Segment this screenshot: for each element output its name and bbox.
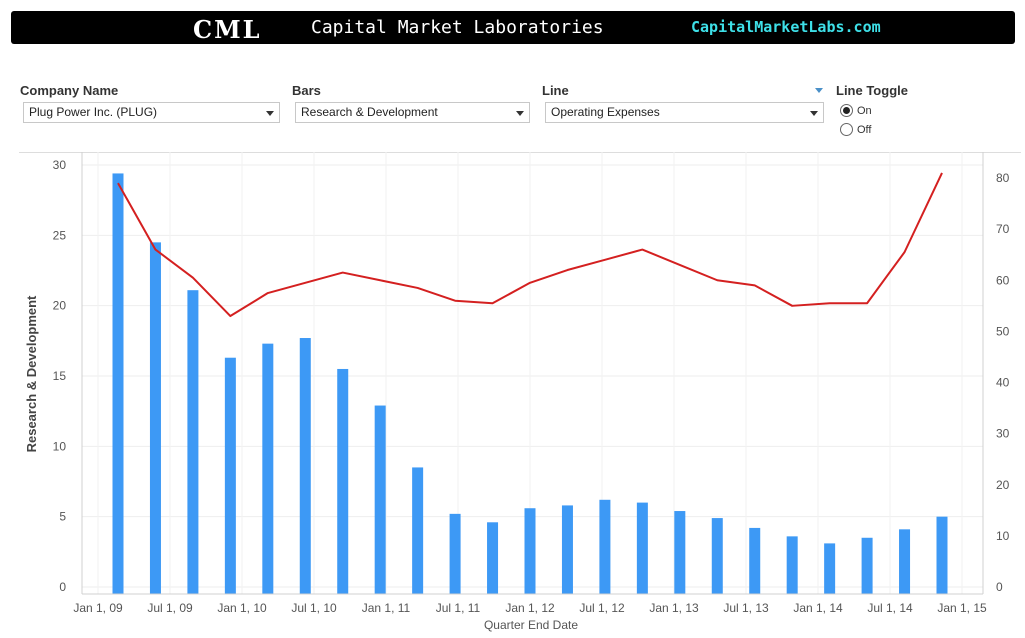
rd-bar — [449, 513, 461, 594]
y-right-tick-label: 60 — [996, 273, 1010, 287]
rd-bar — [412, 467, 424, 594]
y-left-tick-label: 0 — [59, 580, 66, 594]
y-right-tick-label: 40 — [996, 376, 1010, 390]
line-series — [117, 172, 943, 318]
line-menu-arrow-icon[interactable] — [815, 88, 823, 93]
x-tick-label: Jul 1, 10 — [291, 601, 337, 615]
line-toggle-off-label: Off — [857, 123, 872, 136]
cml-logo: CML — [193, 15, 262, 44]
chevron-down-icon — [810, 111, 818, 116]
rd-bar — [561, 505, 573, 594]
y-right-tick-label: 80 — [996, 171, 1010, 185]
line-dropdown[interactable]: Operating Expenses — [545, 102, 824, 123]
y-left-tick-label: 10 — [53, 439, 67, 453]
x-tick-label: Jan 1, 09 — [73, 601, 123, 615]
bars-dropdown[interactable]: Research & Development — [295, 102, 530, 123]
x-tick-label: Jan 1, 15 — [937, 601, 987, 615]
line-toggle-on-radio[interactable]: On — [840, 104, 872, 117]
chart-top-divider — [19, 152, 1021, 153]
line-toggle-on-label: On — [857, 104, 872, 117]
bars-value: Research & Development — [301, 105, 438, 119]
line-label: Line — [542, 83, 569, 98]
y-right-tick-label: 10 — [996, 529, 1010, 543]
y-left-tick-label: 30 — [53, 158, 67, 172]
opex-line — [117, 172, 943, 318]
y-right-tick-label: 0 — [996, 580, 1003, 594]
y-left-tick-label: 15 — [53, 369, 67, 383]
x-tick-label: Jan 1, 14 — [793, 601, 843, 615]
rd-bar — [337, 368, 349, 594]
rd-bar — [899, 529, 911, 594]
rd-bar — [936, 516, 948, 594]
rd-bar — [224, 357, 236, 594]
rd-bar — [149, 242, 161, 594]
radio-selected-icon — [840, 104, 853, 117]
rd-bar — [299, 338, 311, 594]
rd-bar — [262, 343, 274, 594]
y-left-tick-label: 5 — [59, 510, 66, 524]
x-tick-label: Jul 1, 14 — [867, 601, 913, 615]
y-left-tick-label: 20 — [53, 299, 67, 313]
x-tick-label: Jul 1, 09 — [147, 601, 193, 615]
x-tick-label: Jan 1, 12 — [505, 601, 555, 615]
line-value: Operating Expenses — [551, 105, 660, 119]
line-toggle-label: Line Toggle — [836, 83, 908, 98]
company-name-label: Company Name — [20, 83, 119, 98]
banner-url-link[interactable]: CapitalMarketLabs.com — [691, 18, 881, 36]
x-axis-title: Quarter End Date — [484, 618, 578, 632]
bar-series — [112, 173, 948, 594]
banner-title: Capital Market Laboratories — [311, 17, 604, 38]
rd-bar — [374, 405, 386, 594]
x-tick-label: Jan 1, 11 — [362, 601, 411, 615]
company-name-dropdown[interactable]: Plug Power Inc. (PLUG) — [23, 102, 280, 123]
x-tick-label: Jan 1, 10 — [217, 601, 267, 615]
x-tick-label: Jan 1, 13 — [649, 601, 699, 615]
y-right-tick-label: 70 — [996, 222, 1010, 236]
y-right-tick-label: 30 — [996, 427, 1010, 441]
radio-unselected-icon — [840, 123, 853, 136]
rd-bar — [187, 290, 199, 594]
y-left-tick-label: 25 — [53, 228, 67, 242]
rd-bar — [711, 518, 723, 594]
rd-bar — [487, 522, 499, 594]
rd-bar — [824, 543, 836, 594]
rd-bar — [861, 537, 873, 594]
chevron-down-icon — [266, 111, 274, 116]
rd-bar — [636, 502, 648, 594]
rd-bar — [786, 536, 798, 594]
rd-bar — [674, 511, 686, 594]
rd-bar — [524, 508, 536, 594]
x-tick-label: Jul 1, 12 — [579, 601, 625, 615]
company-name-value: Plug Power Inc. (PLUG) — [29, 105, 158, 119]
rd-bar — [112, 173, 124, 594]
chevron-down-icon — [516, 111, 524, 116]
x-tick-label: Jul 1, 11 — [436, 601, 481, 615]
x-tick-label: Jul 1, 13 — [723, 601, 769, 615]
axes: 0 5 10 15 20 25 30 0 10 20 30 40 50 60 70 80 Jan 1, 09 Ju… — [53, 152, 1010, 615]
rd-bar — [749, 527, 761, 594]
y-right-tick-label: 20 — [996, 478, 1010, 492]
rd-bar — [599, 499, 611, 594]
line-toggle-off-radio[interactable]: Off — [840, 123, 871, 136]
y-right-tick-label: 50 — [996, 324, 1010, 338]
header-banner: CML Capital Market Laboratories CapitalM… — [11, 11, 1015, 44]
y-axis-title: Research & Development — [24, 295, 39, 452]
bars-label: Bars — [292, 83, 321, 98]
